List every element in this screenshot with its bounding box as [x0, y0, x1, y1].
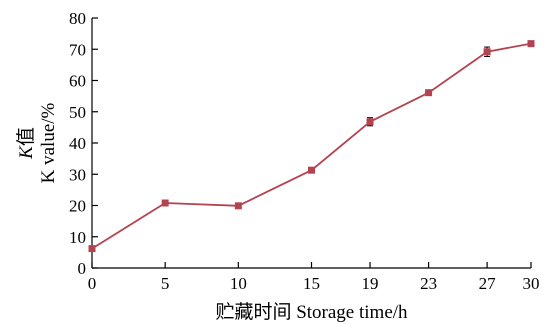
- x-tick-label: 0: [88, 274, 97, 293]
- y-tick-label: 10: [69, 228, 86, 247]
- x-tick-label: 27: [479, 274, 497, 293]
- data-point: [425, 89, 433, 97]
- series-layer: [88, 40, 535, 253]
- y-tick-label: 40: [69, 134, 86, 153]
- y-axis-title-line1: K值: [15, 127, 37, 160]
- series-0: [88, 40, 535, 253]
- data-point: [483, 48, 491, 56]
- data-point: [527, 40, 535, 48]
- y-tick-label: 0: [78, 259, 87, 278]
- x-axis-title: 贮藏时间 Storage time/h: [215, 301, 408, 323]
- y-tick-label: 80: [69, 9, 86, 28]
- x-ticks: 0 5 10 15 19 23 27 30: [88, 262, 540, 293]
- y-axis-title-cn: 值: [15, 127, 37, 146]
- x-tick-label: 5: [161, 274, 170, 293]
- y-tick-label: 30: [69, 165, 86, 184]
- data-point: [234, 202, 242, 210]
- y-axis-title-k-italic: K: [16, 145, 37, 160]
- y-axis-title-line2: K value/%: [38, 102, 59, 183]
- x-tick-label: 10: [230, 274, 247, 293]
- y-tick-label: 50: [69, 103, 86, 122]
- axes: [91, 18, 531, 269]
- y-tick-label: 20: [69, 197, 86, 216]
- series-line: [91, 42, 532, 250]
- x-tick-label: 23: [420, 274, 437, 293]
- data-point: [88, 245, 96, 253]
- y-tick-label: 70: [69, 40, 86, 59]
- data-point: [161, 199, 169, 207]
- data-point: [308, 166, 315, 174]
- y-tick-label: 60: [69, 72, 86, 91]
- x-tick-label: 15: [303, 274, 320, 293]
- data-point: [366, 118, 374, 126]
- x-tick-label: 19: [362, 274, 379, 293]
- y-ticks: 0 10 20 30 40 50 60 70 80: [69, 9, 98, 278]
- x-tick-label: 30: [523, 274, 540, 293]
- axis-titles: 贮藏时间 Storage time/h K值 K value/%: [15, 102, 408, 323]
